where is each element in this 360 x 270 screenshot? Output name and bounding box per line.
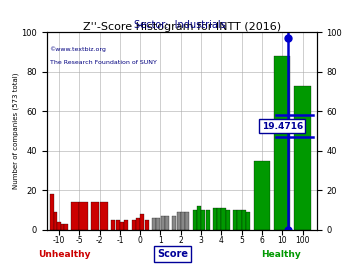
Bar bbox=[54, 212, 57, 230]
Bar bbox=[80, 202, 88, 230]
Bar bbox=[100, 202, 108, 230]
Bar bbox=[254, 160, 270, 230]
Bar bbox=[165, 216, 169, 230]
Bar bbox=[201, 210, 205, 230]
Bar bbox=[181, 212, 185, 230]
Bar bbox=[193, 210, 197, 230]
Bar bbox=[213, 208, 217, 230]
Bar bbox=[61, 224, 64, 230]
Bar bbox=[238, 210, 242, 230]
Bar bbox=[161, 216, 165, 230]
Bar bbox=[152, 218, 156, 230]
Bar bbox=[145, 220, 149, 229]
Bar bbox=[124, 220, 129, 229]
Bar bbox=[197, 206, 201, 230]
Bar bbox=[50, 194, 54, 230]
Bar bbox=[156, 218, 160, 230]
Y-axis label: Number of companies (573 total): Number of companies (573 total) bbox=[12, 73, 19, 189]
Bar bbox=[111, 220, 116, 229]
Bar bbox=[206, 210, 210, 230]
Bar bbox=[294, 86, 311, 229]
Text: The Research Foundation of SUNY: The Research Foundation of SUNY bbox=[50, 60, 156, 65]
Bar bbox=[136, 218, 140, 230]
Bar bbox=[132, 220, 136, 229]
Text: Sector:  Industrials: Sector: Industrials bbox=[134, 20, 226, 30]
Bar bbox=[120, 222, 124, 230]
Text: ©www.textbiz.org: ©www.textbiz.org bbox=[50, 46, 106, 52]
Bar bbox=[176, 212, 181, 230]
Text: Unhealthy: Unhealthy bbox=[39, 250, 91, 259]
Bar bbox=[233, 210, 237, 230]
Bar bbox=[217, 208, 221, 230]
Bar bbox=[242, 210, 246, 230]
Bar bbox=[71, 202, 79, 230]
Bar bbox=[57, 222, 60, 230]
Text: 19.4716: 19.4716 bbox=[262, 122, 303, 130]
Bar bbox=[226, 210, 230, 230]
Bar bbox=[185, 212, 189, 230]
Bar bbox=[116, 220, 120, 229]
Bar bbox=[274, 56, 291, 230]
Text: Score: Score bbox=[157, 249, 188, 259]
Bar bbox=[140, 214, 144, 230]
Bar bbox=[221, 208, 226, 230]
Text: Healthy: Healthy bbox=[261, 250, 301, 259]
Bar bbox=[172, 216, 176, 230]
Bar bbox=[246, 212, 250, 230]
Bar bbox=[64, 224, 68, 230]
Bar bbox=[91, 202, 99, 230]
Title: Z''-Score Histogram for INTT (2016): Z''-Score Histogram for INTT (2016) bbox=[83, 22, 281, 32]
